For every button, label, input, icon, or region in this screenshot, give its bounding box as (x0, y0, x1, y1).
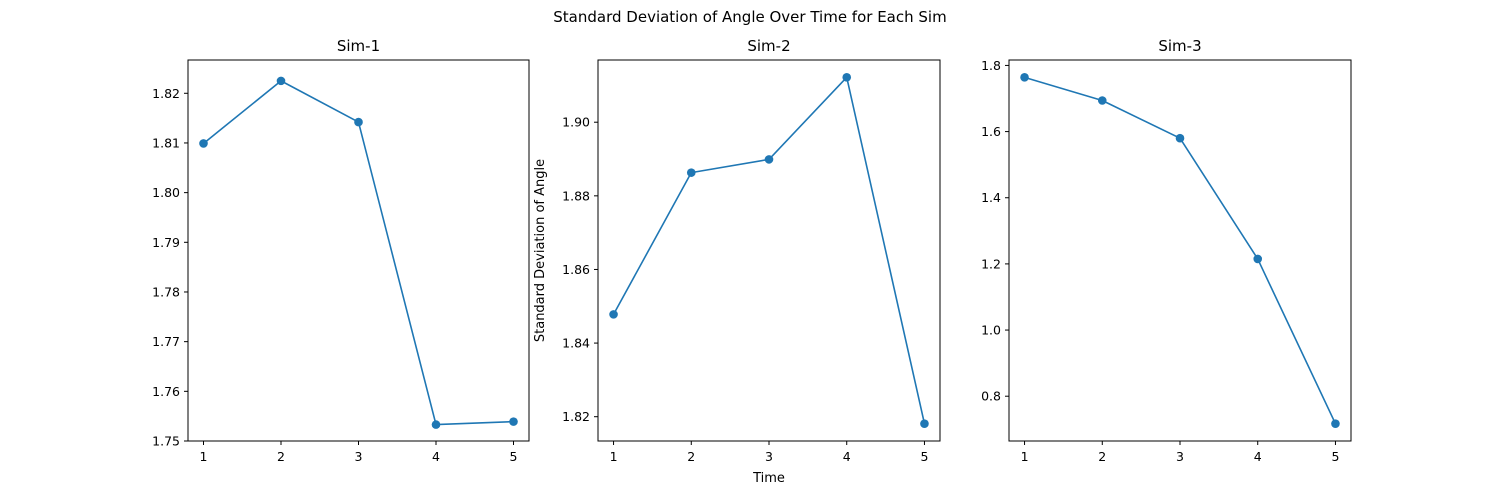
y-tick-label: 1.75 (152, 434, 180, 449)
data-point (509, 417, 518, 426)
series-line (1024, 76, 1337, 425)
y-tick-label: 1.84 (562, 336, 590, 351)
x-tick-label: 3 (355, 449, 363, 464)
axes-frame (1008, 59, 1352, 442)
x-tick-label: 3 (765, 449, 773, 464)
y-tick-label: 1.88 (562, 188, 590, 203)
data-point (920, 419, 929, 428)
y-tick-label: 1.79 (152, 235, 180, 250)
data-point (1020, 73, 1029, 82)
x-tick-label: 2 (277, 449, 285, 464)
subplot-title: Sim-1 (337, 37, 380, 55)
subplot-title: Sim-2 (747, 37, 790, 55)
data-point (1331, 419, 1340, 428)
x-tick-label: 5 (510, 449, 518, 464)
y-tick-label: 1.82 (562, 409, 590, 424)
data-point (1253, 254, 1263, 264)
figure-suptitle: Standard Deviation of Angle Over Time fo… (553, 8, 946, 26)
x-tick-label: 1 (610, 449, 618, 464)
y-tick-label: 1.0 (981, 323, 1001, 338)
y-tick-label: 1.82 (152, 86, 180, 101)
subplot-1: Sim-1 1 2 3 4 5 1.75 1.76 1.77 1.78 1.79 1.80 1.81 1.… (152, 37, 530, 464)
x-tick-label: 3 (1176, 449, 1184, 464)
y-tick-label: 1.6 (981, 124, 1001, 139)
y-axis-label: Standard Deviation of Angle (533, 159, 548, 342)
data-point (842, 73, 852, 82)
y-tick-label: 1.81 (152, 135, 180, 150)
y-tick-label: 1.4 (981, 190, 1001, 205)
data-point (764, 155, 774, 164)
series-line (202, 80, 514, 426)
data-point (431, 420, 441, 429)
data-point (276, 76, 286, 86)
y-tick-label: 1.78 (152, 284, 180, 299)
data-point (199, 139, 208, 148)
x-tick-label: 5 (1331, 449, 1339, 464)
x-tick-label: 4 (1254, 449, 1262, 464)
data-point (1097, 96, 1107, 105)
data-point (609, 310, 618, 319)
x-tick-label: 1 (1021, 449, 1029, 464)
data-point (354, 117, 363, 127)
x-tick-label: 2 (687, 449, 695, 464)
x-tick-label: 4 (843, 449, 851, 464)
x-tick-label: 4 (432, 449, 440, 464)
y-tick-label: 1.2 (981, 256, 1001, 271)
y-tick-label: 0.8 (981, 389, 1001, 404)
y-tick-label: 1.90 (562, 115, 590, 130)
data-point (1175, 133, 1185, 143)
x-tick-label: 5 (920, 449, 928, 464)
x-tick-label: 1 (200, 449, 208, 464)
subplot-3: Sim-3 1 2 3 4 5 0.8 1.0 1.2 1.4 1.6 1.8 (981, 37, 1352, 464)
data-point (686, 168, 696, 177)
series-line (612, 76, 926, 424)
y-tick-label: 1.77 (152, 334, 180, 349)
subplot-title: Sim-3 (1158, 37, 1201, 55)
y-tick-label: 1.8 (981, 58, 1001, 73)
y-tick-label: 1.80 (152, 185, 180, 200)
x-axis-label: Time (752, 471, 785, 486)
subplot-2: Sim-2 1 2 3 4 5 1.82 1.84 1.86 1.88 1.90 Time Standa… (533, 37, 941, 486)
x-tick-label: 2 (1098, 449, 1106, 464)
axes-frame (187, 59, 530, 442)
y-tick-label: 1.76 (152, 384, 180, 399)
y-tick-label: 1.86 (562, 262, 590, 277)
